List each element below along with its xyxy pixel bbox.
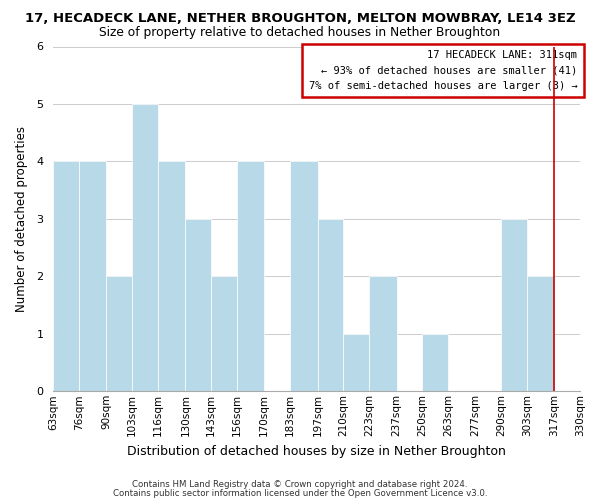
Bar bbox=[158, 162, 185, 392]
Text: 17, HECADECK LANE, NETHER BROUGHTON, MELTON MOWBRAY, LE14 3EZ: 17, HECADECK LANE, NETHER BROUGHTON, MEL… bbox=[25, 12, 575, 26]
Bar bbox=[106, 276, 132, 392]
Bar bbox=[236, 162, 265, 392]
Text: Contains public sector information licensed under the Open Government Licence v3: Contains public sector information licen… bbox=[113, 488, 487, 498]
Bar bbox=[343, 334, 369, 392]
Y-axis label: Number of detached properties: Number of detached properties bbox=[15, 126, 28, 312]
Text: Contains HM Land Registry data © Crown copyright and database right 2024.: Contains HM Land Registry data © Crown c… bbox=[132, 480, 468, 489]
Bar bbox=[211, 276, 236, 392]
Bar bbox=[53, 162, 79, 392]
X-axis label: Distribution of detached houses by size in Nether Broughton: Distribution of detached houses by size … bbox=[127, 444, 506, 458]
Bar bbox=[290, 162, 317, 392]
Text: 17 HECADECK LANE: 311sqm
← 93% of detached houses are smaller (41)
7% of semi-de: 17 HECADECK LANE: 311sqm ← 93% of detach… bbox=[308, 50, 577, 91]
Text: Size of property relative to detached houses in Nether Broughton: Size of property relative to detached ho… bbox=[100, 26, 500, 39]
Bar bbox=[317, 219, 343, 392]
Bar bbox=[422, 334, 448, 392]
Bar bbox=[501, 219, 527, 392]
Bar bbox=[527, 276, 554, 392]
Bar bbox=[79, 162, 106, 392]
Bar bbox=[369, 276, 397, 392]
Bar bbox=[185, 219, 211, 392]
Bar bbox=[132, 104, 158, 392]
